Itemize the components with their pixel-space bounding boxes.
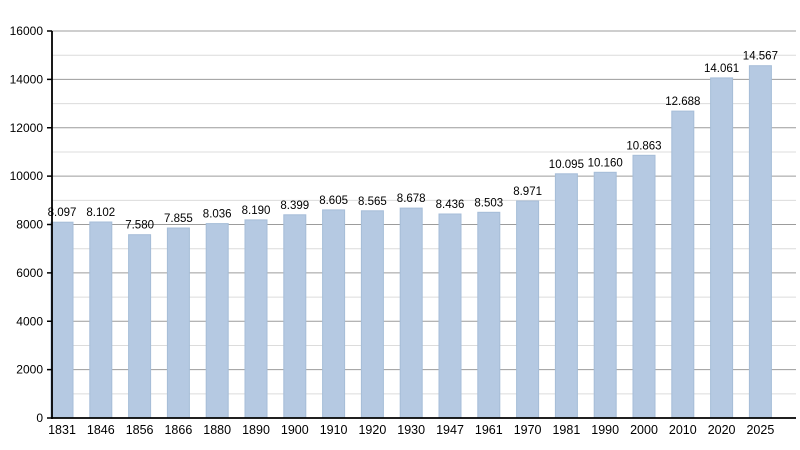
y-axis-tick-label: 14000 bbox=[10, 72, 44, 86]
x-axis-tick-label: 2020 bbox=[708, 423, 736, 437]
bar-1846 bbox=[89, 221, 113, 419]
bar-2020 bbox=[710, 77, 734, 419]
bar-1910 bbox=[322, 209, 346, 419]
bar-value-label: 14.061 bbox=[704, 63, 739, 75]
bar-1856 bbox=[128, 234, 152, 419]
y-axis-tick-label: 2000 bbox=[16, 363, 43, 377]
bar-1961 bbox=[477, 211, 501, 419]
bar-1970 bbox=[516, 200, 540, 419]
x-axis-tick-label: 1880 bbox=[203, 423, 231, 437]
bar-2010 bbox=[671, 110, 695, 419]
bar-1990 bbox=[593, 171, 617, 419]
bar-1900 bbox=[283, 214, 307, 419]
bar-2000 bbox=[632, 154, 656, 419]
x-axis-tick-label: 2025 bbox=[746, 423, 774, 437]
bar-1866 bbox=[166, 227, 190, 419]
bar-value-label: 14.567 bbox=[743, 51, 778, 63]
x-axis-tick-label: 1970 bbox=[514, 423, 542, 437]
x-axis-tick-label: 1856 bbox=[126, 423, 154, 437]
x-axis-tick-label: 2010 bbox=[669, 423, 697, 437]
bar-value-label: 8.436 bbox=[436, 199, 465, 211]
bar-value-label: 8.678 bbox=[397, 193, 426, 205]
bar-value-label: 8.190 bbox=[242, 205, 271, 217]
bar-value-label: 10.095 bbox=[549, 159, 584, 171]
bar-value-label: 8.605 bbox=[319, 195, 348, 207]
y-axis-tick-label: 8000 bbox=[16, 218, 43, 232]
x-axis-tick-label: 1961 bbox=[475, 423, 503, 437]
y-axis-tick-label: 12000 bbox=[10, 121, 44, 135]
x-axis-tick-label: 1910 bbox=[320, 423, 348, 437]
x-axis-tick-label: 1947 bbox=[436, 423, 464, 437]
bar-2025 bbox=[748, 65, 772, 419]
y-axis-tick-label: 16000 bbox=[10, 24, 44, 38]
y-axis-tick-label: 6000 bbox=[16, 266, 43, 280]
bar-value-label: 8.971 bbox=[513, 186, 542, 198]
x-axis-tick-label: 1900 bbox=[281, 423, 309, 437]
x-axis-tick-label: 1846 bbox=[87, 423, 115, 437]
bar-value-label: 8.097 bbox=[48, 207, 77, 219]
bar-value-label: 10.863 bbox=[626, 140, 661, 152]
bars-layer bbox=[50, 65, 772, 419]
y-axis-tick-label: 0 bbox=[36, 411, 43, 425]
bar-1920 bbox=[360, 210, 384, 419]
labels-layer: 0 2000 4000 6000 8000 10000 12000 14000 16000 8.0… bbox=[10, 24, 778, 437]
bar-value-label: 7.580 bbox=[125, 220, 154, 232]
bar-value-label: 7.855 bbox=[164, 213, 193, 225]
bar-1880 bbox=[205, 223, 229, 419]
bar-value-label: 8.036 bbox=[203, 209, 232, 221]
bar-value-label: 10.160 bbox=[588, 157, 623, 169]
bar-value-label: 8.399 bbox=[280, 200, 309, 212]
bar-1981 bbox=[554, 173, 578, 419]
x-axis-tick-label: 1930 bbox=[397, 423, 425, 437]
bar-1890 bbox=[244, 219, 268, 419]
axes-layer bbox=[47, 30, 796, 419]
x-axis-tick-label: 1990 bbox=[591, 423, 619, 437]
x-axis-tick-label: 1920 bbox=[358, 423, 386, 437]
x-axis-tick-label: 1981 bbox=[552, 423, 580, 437]
bar-1930 bbox=[399, 207, 423, 419]
x-axis-tick-label: 1831 bbox=[48, 423, 76, 437]
y-axis-tick-label: 10000 bbox=[10, 169, 44, 183]
bar-value-label: 8.565 bbox=[358, 196, 387, 208]
x-axis-tick-label: 1866 bbox=[164, 423, 192, 437]
bar-value-label: 8.102 bbox=[86, 207, 115, 219]
x-axis-tick-label: 1890 bbox=[242, 423, 270, 437]
bar-value-label: 8.503 bbox=[474, 197, 503, 209]
bar-1947 bbox=[438, 213, 462, 419]
y-axis-tick-label: 4000 bbox=[16, 314, 43, 328]
x-axis-tick-label: 2000 bbox=[630, 423, 658, 437]
bar-1831 bbox=[50, 221, 74, 419]
bar-value-label: 12.688 bbox=[665, 96, 700, 108]
